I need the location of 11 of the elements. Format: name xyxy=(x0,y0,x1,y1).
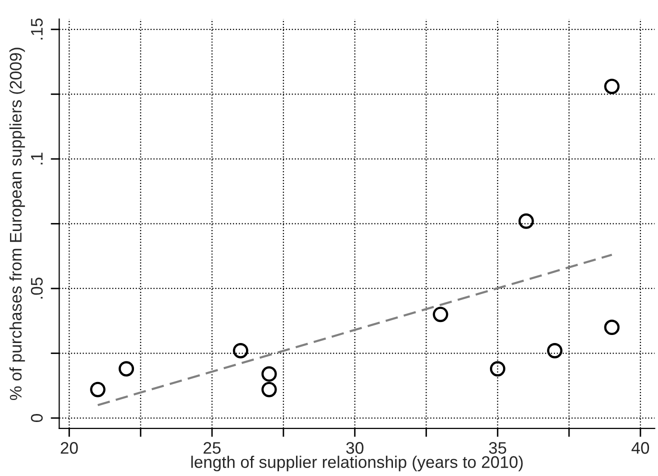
y-axis-title: % of purchases from European suppliers (2009) xyxy=(9,48,25,400)
y-tick-label: 0 xyxy=(30,414,43,422)
y-tick-label: .1 xyxy=(31,152,43,164)
x-tick-label: 25 xyxy=(204,442,221,454)
x-tick-label: 30 xyxy=(346,442,364,454)
x-tick-label: 40 xyxy=(632,442,650,454)
y-tick-label: .15 xyxy=(31,18,43,40)
x-tick-label: 35 xyxy=(488,442,506,454)
x-tick-label: 20 xyxy=(60,442,78,454)
x-axis-title: length of supplier relationship (years to 2010) xyxy=(191,456,523,472)
y-tick-label: .05 xyxy=(30,278,43,299)
